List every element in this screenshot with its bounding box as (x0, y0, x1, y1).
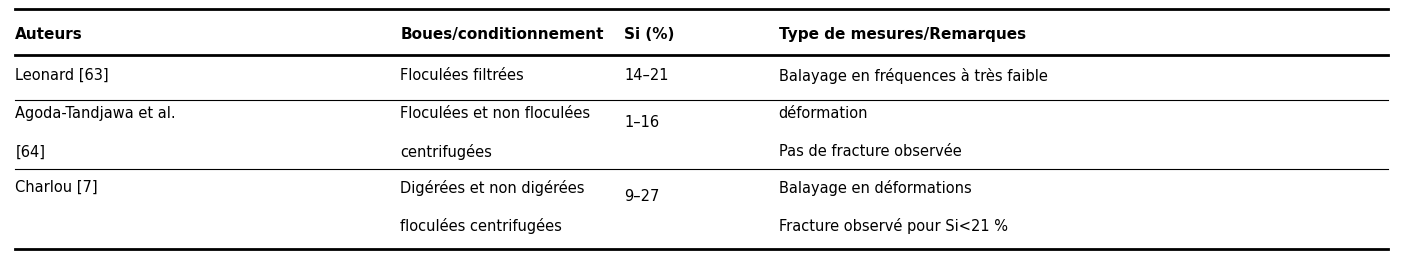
Text: Leonard [63]: Leonard [63] (15, 68, 109, 83)
Text: Boues/conditionnement: Boues/conditionnement (400, 27, 603, 42)
Text: Pas de fracture observée: Pas de fracture observée (779, 144, 961, 159)
Text: Si (%): Si (%) (624, 27, 675, 42)
Text: Floculées filtrées: Floculées filtrées (400, 68, 525, 83)
Text: Digérées et non digérées: Digérées et non digérées (400, 180, 585, 196)
Text: déformation: déformation (779, 106, 868, 121)
Text: 9–27: 9–27 (624, 189, 659, 204)
Text: Balayage en fréquences à très faible: Balayage en fréquences à très faible (779, 68, 1048, 84)
Text: 1–16: 1–16 (624, 115, 659, 130)
Text: Fracture observé pour Si<21 %: Fracture observé pour Si<21 % (779, 218, 1007, 234)
Text: Auteurs: Auteurs (15, 27, 83, 42)
Text: Charlou [7]: Charlou [7] (15, 180, 98, 195)
Text: [64]: [64] (15, 144, 45, 159)
Text: Type de mesures/Remarques: Type de mesures/Remarques (779, 27, 1026, 42)
Text: centrifugées: centrifugées (400, 144, 492, 160)
Text: Floculées et non floculées: Floculées et non floculées (400, 106, 591, 121)
Text: Balayage en déformations: Balayage en déformations (779, 180, 971, 196)
Text: Agoda-Tandjawa et al.: Agoda-Tandjawa et al. (15, 106, 175, 121)
Text: 14–21: 14–21 (624, 68, 669, 83)
Text: floculées centrifugées: floculées centrifugées (400, 218, 563, 234)
